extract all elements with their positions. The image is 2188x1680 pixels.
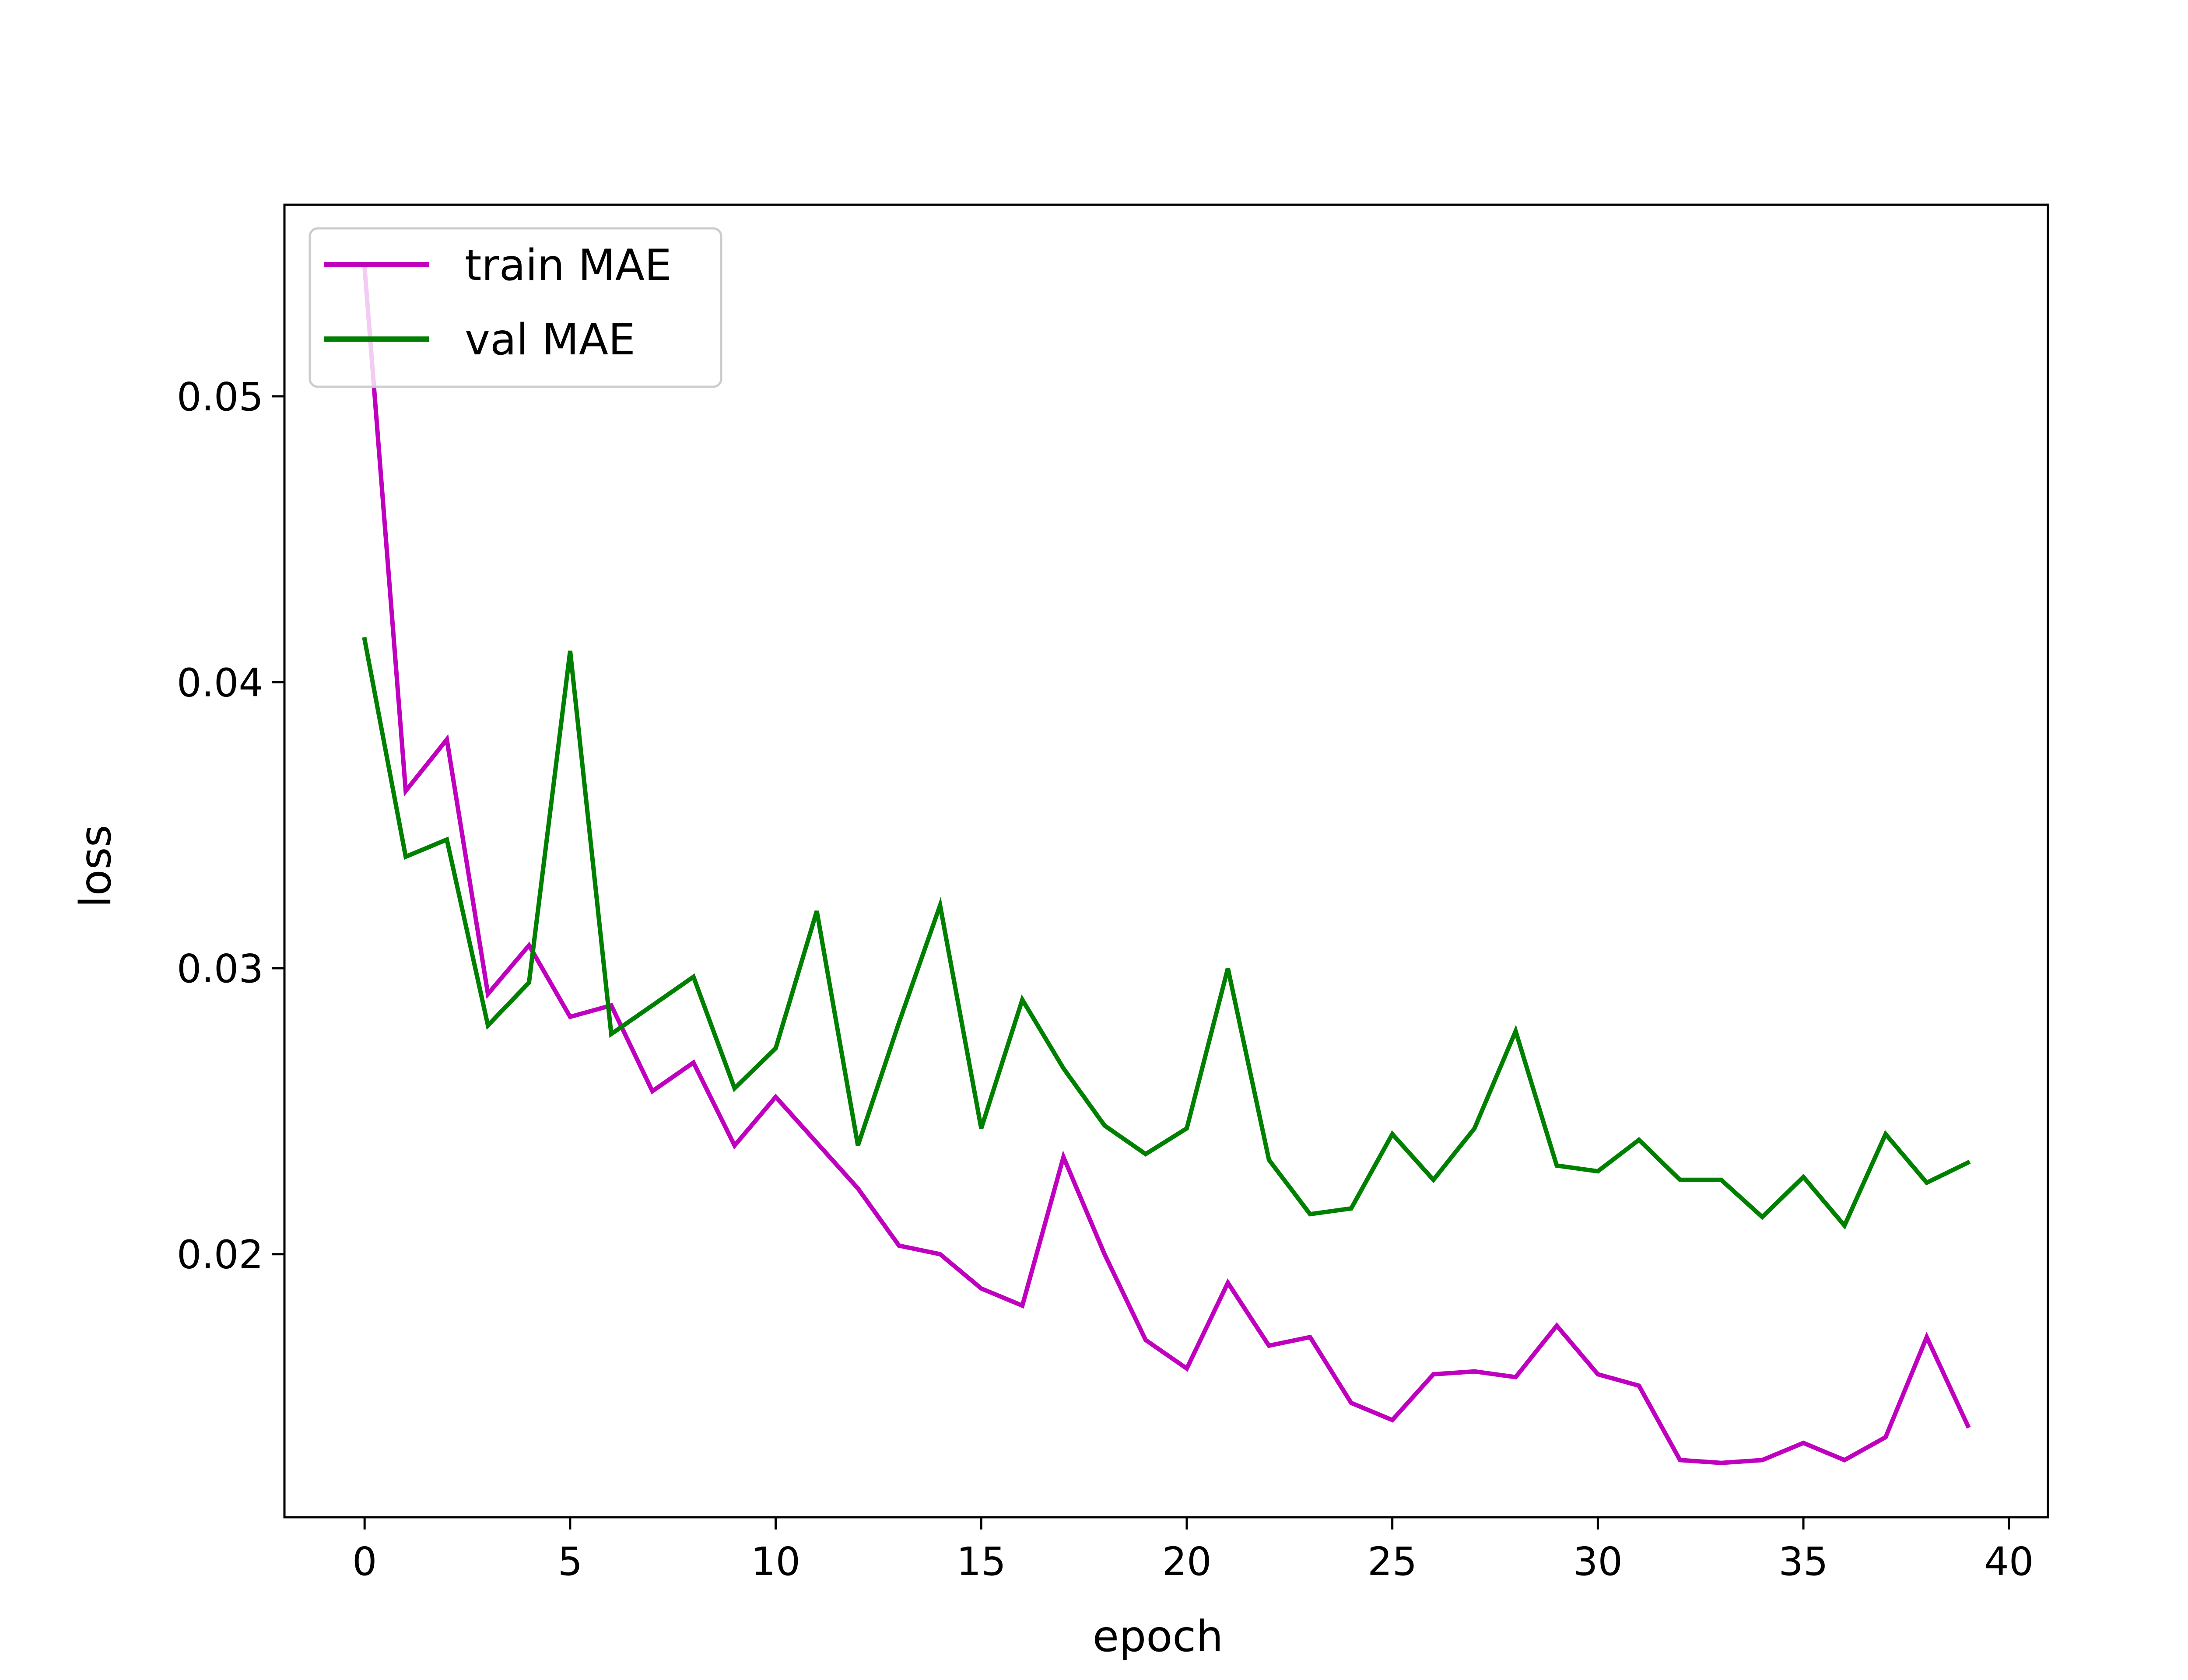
y-tick-label: 0.03	[177, 946, 263, 991]
x-tick-label: 0	[352, 1539, 377, 1584]
y-tick-label: 0.02	[177, 1232, 263, 1278]
axes-frame	[283, 203, 2049, 1519]
legend: train MAE val MAE	[309, 227, 722, 388]
y-tick-label: 0.05	[177, 374, 263, 420]
legend-label-train-mae: train MAE	[465, 241, 672, 290]
y-axis: 0.02 0.03 0.04 0.05	[177, 374, 284, 1278]
legend-label-val-mae: val MAE	[465, 315, 635, 365]
x-tick-label: 25	[1368, 1539, 1417, 1584]
x-tick-label: 30	[1573, 1539, 1623, 1584]
x-tick-label: 20	[1162, 1539, 1211, 1584]
y-axis-label: loss	[71, 825, 121, 907]
x-tick-label: 10	[751, 1539, 800, 1584]
x-axis: 0 5 10 15 20 25 30 35 40	[352, 1517, 2034, 1584]
x-tick-label: 5	[558, 1539, 583, 1584]
x-tick-label: 35	[1778, 1539, 1828, 1584]
x-axis-label: epoch	[1093, 1612, 1223, 1662]
series-line-train-mae	[362, 265, 1971, 1465]
legend-box	[309, 227, 722, 388]
plot-area	[362, 265, 1971, 1465]
x-tick-label: 40	[1984, 1539, 2034, 1584]
y-tick-label: 0.04	[177, 660, 263, 706]
series-line-val-mae	[362, 637, 1971, 1230]
x-tick-label: 15	[957, 1539, 1006, 1584]
